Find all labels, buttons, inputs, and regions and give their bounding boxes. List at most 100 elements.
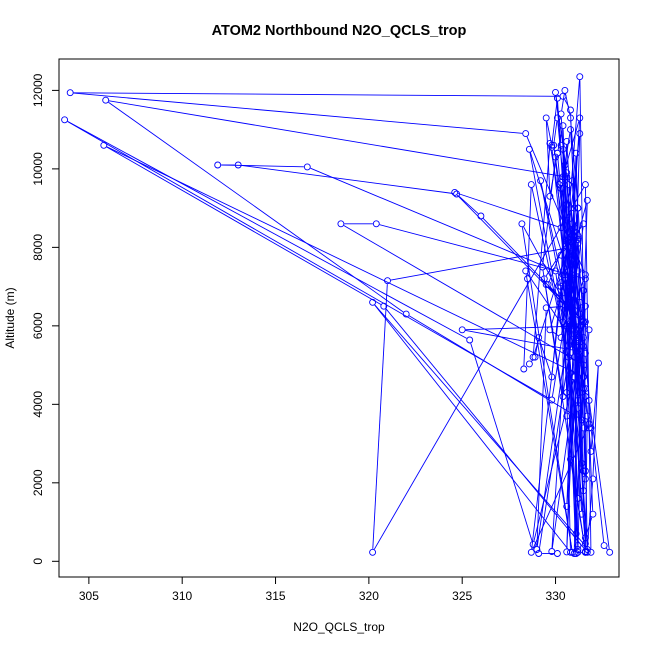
data-point [568,326,576,334]
series-segment [561,93,565,111]
data-point [572,149,580,157]
series-segment [108,100,562,177]
data-point [578,322,586,330]
data-point [563,216,571,224]
data-point [563,389,571,397]
data-point [565,353,573,361]
series-segment [561,185,584,386]
data-point [570,224,578,232]
x-tick-label: 330 [546,589,566,603]
data-point [548,396,556,404]
series-segment [408,315,587,423]
data-point [557,141,565,149]
data-point [576,298,584,306]
series-segment [590,366,599,449]
data-point [568,247,576,255]
data-point [600,542,608,550]
data-point [574,495,582,502]
data-point [576,310,584,318]
x-tick-label: 315 [266,589,286,603]
data-point [570,306,578,314]
data-point [563,412,571,420]
data-point [529,540,537,548]
series-segment [553,149,556,152]
series-segment [527,187,532,276]
data-point [559,271,567,279]
data-point [580,385,587,393]
series-segment [73,92,523,134]
data-point [581,318,589,326]
data-point [580,342,587,350]
data-point [578,416,586,424]
data-point [552,267,559,275]
series-segment [588,431,594,511]
data-point [559,92,567,100]
data-point [524,275,531,283]
series-segment [343,225,581,364]
data-point [533,546,541,553]
series-segment [458,195,479,215]
series-segment [575,156,581,299]
data-point [567,287,574,294]
data-point [574,239,582,247]
series-segment [385,308,586,550]
data-point [553,550,561,557]
data-point [557,179,565,187]
data-point [61,116,69,124]
series-segment [570,121,579,205]
series-segment [564,301,586,541]
data-point [561,86,569,94]
series-segment [527,273,575,343]
series-segment [379,224,583,279]
data-point [567,126,574,134]
data-point [570,259,578,267]
data-point [572,330,580,338]
data-point [561,161,569,169]
series-segment [67,121,550,399]
data-point [565,181,573,189]
data-point [557,283,565,291]
data-point [578,510,586,518]
data-point [570,232,578,240]
series-segment [585,187,592,549]
data-point [568,548,576,556]
x-tick-label: 305 [79,589,99,603]
data-point [570,330,578,338]
data-point [542,114,550,122]
data-point [557,110,565,118]
y-tick-label: 0 [31,558,45,565]
data-point [574,404,582,412]
series-segment [539,340,552,374]
data-point [567,322,574,330]
series-segment [577,340,586,549]
data-point [561,302,569,310]
chart-title: ATOM2 Northbound N2O_QCLS_trop [212,23,467,39]
series-segment [605,547,608,550]
data-point [559,122,567,130]
data-point [576,322,584,330]
data-point [458,326,466,334]
data-point [337,220,345,228]
data-point [570,373,578,381]
data-point [559,145,567,153]
data-point [568,291,576,298]
y-tick-label: 4000 [31,391,45,418]
data-point [587,424,595,432]
series-segment [548,286,563,304]
series-segment [465,329,577,352]
series-segment [555,95,567,170]
data-point [583,412,591,420]
data-point [565,298,573,306]
data-point [587,447,595,455]
data-point [548,141,556,149]
series-segment [372,284,388,549]
data-point [563,200,571,208]
series-segment [549,306,562,308]
plot-series [61,73,614,557]
data-point [214,161,222,169]
data-point [576,389,584,397]
series-segment [568,360,579,547]
series-segment [566,242,579,504]
data-point [66,89,74,97]
